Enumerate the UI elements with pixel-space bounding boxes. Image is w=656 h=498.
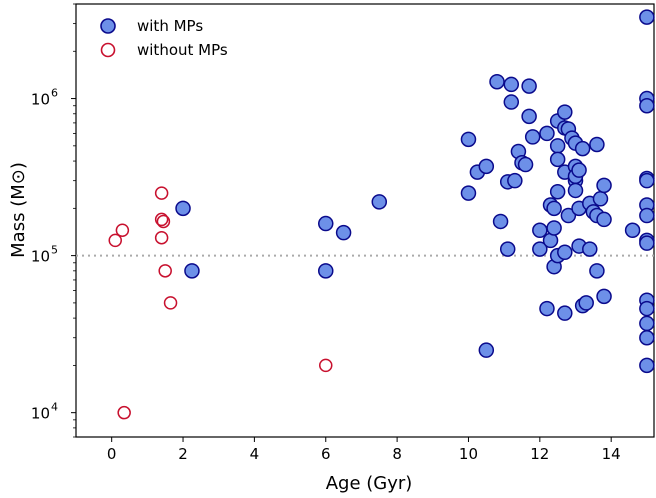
point-without-mps bbox=[319, 358, 333, 373]
x-tick-label: 4 bbox=[250, 445, 260, 463]
point-with-mps bbox=[524, 129, 541, 145]
legend: with MPs without MPs bbox=[100, 17, 228, 59]
point-with-mps bbox=[460, 131, 477, 148]
x-tick-label: 14 bbox=[602, 445, 621, 463]
point-with-mps bbox=[478, 342, 495, 358]
point-with-mps bbox=[596, 211, 612, 228]
y-tick-label: 10 bbox=[31, 405, 50, 423]
point-with-mps bbox=[557, 104, 573, 120]
point-with-mps bbox=[521, 108, 537, 125]
point-without-mps bbox=[154, 212, 169, 227]
point-without-mps bbox=[108, 233, 122, 248]
point-with-mps bbox=[639, 9, 655, 25]
point-with-mps bbox=[592, 191, 609, 207]
point-with-mps bbox=[578, 295, 594, 311]
x-axis-ticks: 0 2 4 6 8 10 12 14 bbox=[107, 437, 621, 463]
x-tick-label: 6 bbox=[321, 445, 331, 463]
point-with-mps bbox=[499, 241, 516, 257]
point-with-mps bbox=[567, 182, 584, 199]
x-tick-label: 12 bbox=[530, 445, 549, 463]
x-tick-label: 0 bbox=[107, 445, 117, 463]
point-with-mps bbox=[318, 263, 334, 279]
point-with-mps bbox=[549, 138, 566, 154]
point-with-mps bbox=[184, 263, 200, 279]
point-with-mps bbox=[489, 73, 505, 90]
point-without-mps bbox=[156, 214, 171, 229]
x-tick-label: 2 bbox=[178, 445, 188, 463]
x-axis-label: Age (Gyr) bbox=[326, 473, 413, 494]
point-with-mps bbox=[557, 244, 573, 261]
point-with-mps bbox=[521, 78, 537, 94]
point-with-mps bbox=[639, 97, 655, 114]
point-with-mps bbox=[517, 156, 534, 173]
legend-label-with-mps: with MPs bbox=[137, 17, 203, 35]
point-with-mps bbox=[503, 94, 520, 110]
y-tick-label-exponent: 5 bbox=[51, 244, 58, 257]
point-with-mps bbox=[639, 357, 655, 374]
y-tick-label: 10 bbox=[31, 91, 50, 109]
point-with-mps bbox=[492, 213, 509, 230]
plot-frame bbox=[75, 3, 655, 438]
legend-label-without-mps: without MPs bbox=[137, 41, 228, 59]
y-tick-label: 10 bbox=[31, 248, 50, 266]
point-with-mps bbox=[335, 224, 352, 241]
series-0 bbox=[175, 9, 655, 374]
point-with-mps bbox=[639, 235, 655, 251]
point-with-mps bbox=[596, 177, 612, 194]
point-with-mps bbox=[507, 172, 523, 189]
point-with-mps bbox=[549, 151, 566, 168]
point-without-mps bbox=[158, 264, 172, 278]
y-axis-label: Mass (M⊙) bbox=[8, 162, 29, 258]
x-tick-label: 10 bbox=[459, 445, 478, 463]
point-with-mps bbox=[582, 241, 598, 257]
point-without-mps bbox=[115, 223, 130, 238]
point-with-mps bbox=[639, 207, 655, 224]
point-with-mps bbox=[557, 305, 573, 321]
point-with-mps bbox=[589, 136, 605, 153]
point-without-mps bbox=[154, 186, 169, 200]
point-with-mps bbox=[371, 194, 388, 210]
point-without-mps bbox=[117, 405, 131, 420]
x-tick-label: 8 bbox=[392, 445, 402, 463]
point-with-mps bbox=[560, 207, 577, 224]
point-with-mps bbox=[460, 185, 477, 201]
point-with-mps bbox=[539, 300, 555, 317]
y-tick-label-exponent: 4 bbox=[51, 401, 58, 414]
point-with-mps bbox=[318, 215, 334, 232]
point-with-mps bbox=[503, 76, 520, 93]
point-with-mps bbox=[596, 288, 612, 305]
point-with-mps bbox=[639, 315, 655, 332]
point-with-mps bbox=[549, 184, 566, 200]
point-with-mps bbox=[624, 222, 641, 239]
point-with-mps bbox=[175, 200, 191, 217]
point-with-mps bbox=[571, 162, 587, 178]
point-without-mps bbox=[163, 296, 178, 310]
point-with-mps bbox=[546, 200, 562, 217]
point-with-mps bbox=[639, 172, 655, 189]
point-with-mps bbox=[639, 329, 655, 346]
legend-marker-with-mps bbox=[100, 18, 116, 34]
point-with-mps bbox=[532, 241, 548, 257]
point-without-mps bbox=[154, 230, 169, 245]
y-tick-label-exponent: 6 bbox=[51, 87, 58, 100]
legend-marker-without-mps bbox=[100, 42, 116, 58]
point-with-mps bbox=[589, 263, 605, 279]
point-with-mps bbox=[532, 222, 548, 239]
point-with-mps bbox=[539, 125, 555, 142]
point-with-mps bbox=[478, 158, 495, 175]
point-with-mps bbox=[639, 300, 655, 317]
data-points bbox=[108, 9, 655, 420]
point-with-mps bbox=[546, 220, 562, 236]
series-1 bbox=[108, 186, 333, 420]
point-with-mps bbox=[574, 140, 591, 157]
